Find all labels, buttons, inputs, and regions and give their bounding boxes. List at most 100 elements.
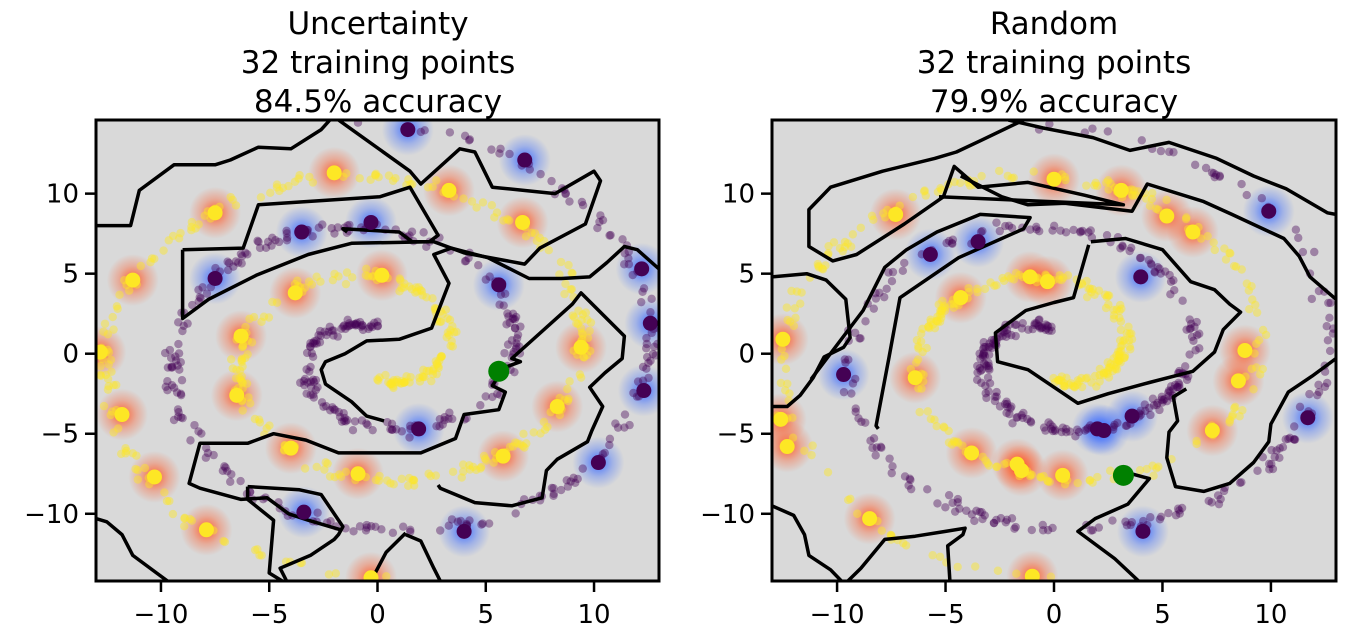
unlabeled-point-class-0 xyxy=(474,261,483,270)
unlabeled-point-class-1 xyxy=(405,473,414,483)
unlabeled-point-class-1 xyxy=(529,428,538,437)
unlabeled-point-class-1 xyxy=(427,376,436,386)
unlabeled-point-class-1 xyxy=(371,170,380,179)
unlabeled-point-class-1 xyxy=(848,230,858,239)
unlabeled-point-class-1 xyxy=(180,513,189,523)
unlabeled-point-class-0 xyxy=(992,515,1001,525)
unlabeled-point-class-1 xyxy=(1127,329,1136,338)
unlabeled-point-class-0 xyxy=(282,236,292,245)
unlabeled-point-class-0 xyxy=(367,321,376,330)
unlabeled-point-class-0 xyxy=(861,418,870,427)
unlabeled-point-class-1 xyxy=(243,350,252,359)
x-tick-label: 0 xyxy=(1046,600,1063,630)
unlabeled-point-class-1 xyxy=(1087,378,1096,387)
unlabeled-point-class-0 xyxy=(644,373,653,383)
unlabeled-point-class-1 xyxy=(428,294,437,303)
unlabeled-point-class-0 xyxy=(211,263,220,273)
unlabeled-point-class-0 xyxy=(169,415,179,425)
unlabeled-point-class-0 xyxy=(1041,325,1050,335)
unlabeled-point-class-1 xyxy=(776,378,786,388)
unlabeled-point-class-1 xyxy=(505,216,514,225)
unlabeled-point-class-1 xyxy=(783,379,792,389)
unlabeled-point-class-1 xyxy=(1182,213,1191,222)
x-tick-label: −5 xyxy=(926,600,964,630)
unlabeled-point-class-0 xyxy=(1024,325,1033,334)
unlabeled-point-class-0 xyxy=(516,322,525,331)
unlabeled-point-class-1 xyxy=(934,300,943,309)
unlabeled-point-class-0 xyxy=(976,354,985,363)
unlabeled-point-class-1 xyxy=(448,322,457,331)
decision-boundary xyxy=(1165,357,1336,494)
unlabeled-point-class-0 xyxy=(221,463,230,472)
unlabeled-point-class-0 xyxy=(620,249,630,258)
unlabeled-point-class-0 xyxy=(1155,515,1165,524)
unlabeled-point-class-0 xyxy=(598,215,608,225)
decision-boundary xyxy=(809,212,1032,430)
unlabeled-point-class-1 xyxy=(930,323,940,333)
unlabeled-point-class-0 xyxy=(163,363,173,372)
unlabeled-point-class-1 xyxy=(563,396,573,406)
decision-boundary xyxy=(247,484,345,581)
x-tick-label: 5 xyxy=(477,600,494,630)
unlabeled-point-class-1 xyxy=(194,220,203,229)
unlabeled-point-class-0 xyxy=(327,224,336,233)
unlabeled-point-class-0 xyxy=(300,380,309,390)
unlabeled-point-class-1 xyxy=(578,310,587,319)
unlabeled-point-class-1 xyxy=(1102,292,1112,302)
unlabeled-point-class-1 xyxy=(397,376,406,386)
unlabeled-point-class-0 xyxy=(984,358,993,368)
unlabeled-point-class-0 xyxy=(253,236,262,246)
unlabeled-point-class-1 xyxy=(1060,382,1069,391)
unlabeled-point-class-1 xyxy=(109,428,118,437)
unlabeled-point-class-1 xyxy=(560,289,569,299)
unlabeled-point-class-1 xyxy=(800,446,809,456)
unlabeled-point-class-0 xyxy=(1026,417,1035,426)
unlabeled-point-class-0 xyxy=(282,229,292,238)
unlabeled-point-class-0 xyxy=(305,342,315,351)
unlabeled-point-class-1 xyxy=(235,366,245,375)
unlabeled-point-class-1 xyxy=(371,171,380,180)
unlabeled-point-class-1 xyxy=(981,456,990,465)
unlabeled-point-class-0 xyxy=(1170,286,1179,295)
unlabeled-point-class-1 xyxy=(567,285,576,294)
unlabeled-point-class-0 xyxy=(512,339,521,348)
unlabeled-point-class-1 xyxy=(103,330,113,339)
unlabeled-point-class-1 xyxy=(1015,270,1024,280)
unlabeled-point-class-0 xyxy=(398,522,408,531)
unlabeled-point-class-1 xyxy=(414,283,423,292)
decision-boundary xyxy=(337,120,603,266)
unlabeled-point-class-1 xyxy=(428,366,438,375)
unlabeled-point-class-0 xyxy=(605,231,614,240)
unlabeled-point-class-0 xyxy=(500,289,510,298)
unlabeled-point-class-0 xyxy=(317,398,327,407)
unlabeled-point-class-0 xyxy=(461,256,471,266)
unlabeled-point-class-0 xyxy=(906,475,915,485)
unlabeled-point-class-0 xyxy=(341,417,350,426)
unlabeled-point-class-0 xyxy=(1061,424,1071,434)
unlabeled-point-class-1 xyxy=(395,274,404,283)
unlabeled-point-class-0 xyxy=(536,169,545,179)
unlabeled-point-class-0 xyxy=(944,236,954,246)
unlabeled-point-class-0 xyxy=(460,131,470,141)
unlabeled-point-class-1 xyxy=(1082,276,1091,286)
unlabeled-point-class-1 xyxy=(341,467,351,477)
unlabeled-point-class-1 xyxy=(168,509,178,519)
unlabeled-point-class-1 xyxy=(914,342,923,351)
unlabeled-point-class-1 xyxy=(950,438,960,447)
unlabeled-point-class-1 xyxy=(371,169,381,178)
unlabeled-point-class-1 xyxy=(1152,464,1161,473)
unlabeled-point-class-0 xyxy=(1152,400,1161,410)
labeled-point-class-1 xyxy=(773,411,789,427)
unlabeled-point-class-1 xyxy=(395,287,404,296)
unlabeled-point-class-0 xyxy=(358,320,367,330)
unlabeled-point-class-0 xyxy=(188,300,197,310)
unlabeled-point-class-0 xyxy=(1322,378,1332,388)
unlabeled-point-class-1 xyxy=(382,476,392,485)
unlabeled-point-class-0 xyxy=(493,389,502,399)
unlabeled-point-class-0 xyxy=(996,514,1006,523)
unlabeled-point-class-0 xyxy=(1076,228,1085,237)
unlabeled-point-class-0 xyxy=(271,235,280,245)
unlabeled-point-class-0 xyxy=(318,220,327,229)
unlabeled-point-class-0 xyxy=(177,376,187,385)
unlabeled-point-class-1 xyxy=(1060,382,1069,391)
